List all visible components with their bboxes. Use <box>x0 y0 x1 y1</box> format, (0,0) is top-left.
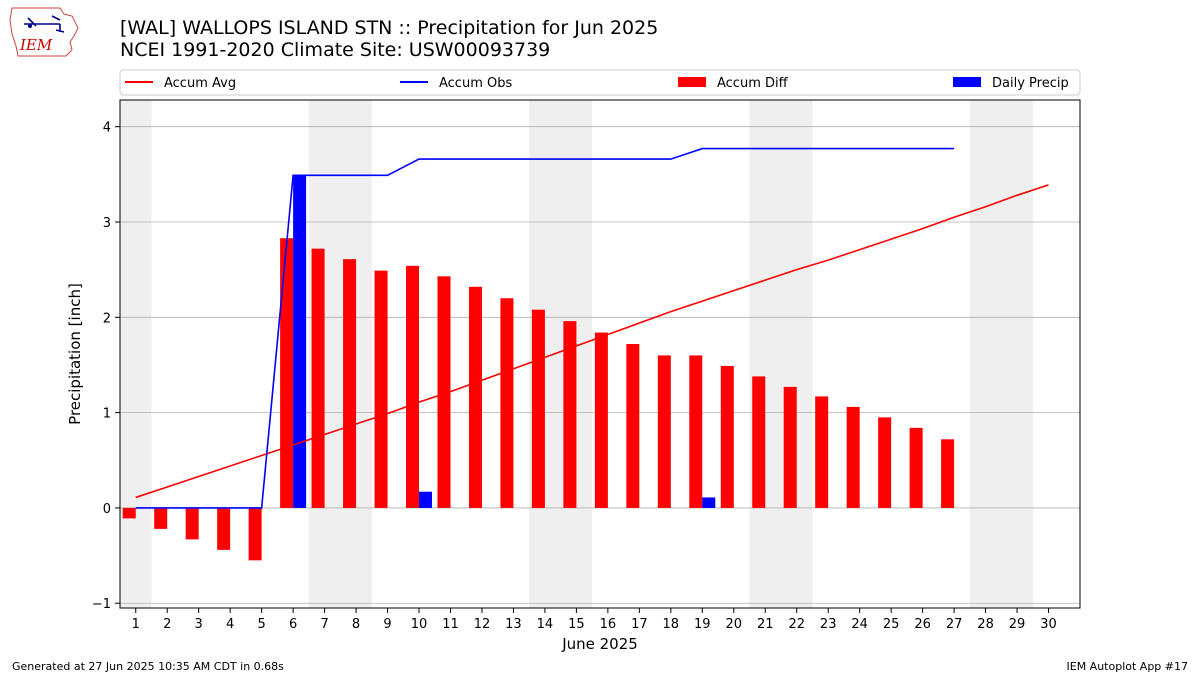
x-tick-label: 19 <box>694 617 711 632</box>
accum-diff-bar <box>846 406 860 508</box>
x-tick-label: 23 <box>820 617 837 632</box>
x-tick-label: 12 <box>474 617 491 632</box>
x-tick-label: 30 <box>1040 617 1057 632</box>
x-tick-label: 10 <box>411 617 428 632</box>
x-tick-label: 8 <box>352 617 360 632</box>
accum-diff-bar <box>154 507 168 529</box>
app-label: IEM Autoplot App #17 <box>1066 660 1189 673</box>
accum-diff-bar <box>406 265 420 508</box>
y-tick-label: −1 <box>92 597 111 612</box>
x-tick-label: 7 <box>320 617 328 632</box>
x-tick-label: 4 <box>226 617 234 632</box>
legend-label: Accum Obs <box>439 76 512 91</box>
x-tick-label: 26 <box>914 617 931 632</box>
accum-diff-bar <box>217 507 231 550</box>
daily-precip-bar <box>702 497 716 508</box>
accum-diff-bar <box>563 321 577 508</box>
accum-diff-bar <box>500 298 514 508</box>
weekend-band <box>120 100 152 608</box>
accum-diff-bar <box>594 332 608 508</box>
x-tick-label: 24 <box>851 617 868 632</box>
legend: Accum Avg Accum Obs Accum Diff Daily Precip <box>119 69 1081 96</box>
accum-diff-bar <box>248 507 262 561</box>
generated-timestamp: Generated at 27 Jun 2025 10:35 AM CDT in… <box>12 660 284 673</box>
x-tick-label: 5 <box>257 617 265 632</box>
legend-bar-swatch <box>953 77 981 87</box>
x-tick-label: 9 <box>383 617 391 632</box>
accum-diff-bar <box>185 507 199 540</box>
x-tick-label: 16 <box>600 617 617 632</box>
accum-diff-bar <box>720 365 734 508</box>
x-tick-label: 18 <box>663 617 680 632</box>
legend-label: Accum Diff <box>717 76 789 91</box>
x-tick-label: 25 <box>883 617 900 632</box>
accum-diff-bar <box>531 309 545 508</box>
legend-frame <box>119 69 1081 96</box>
accum-diff-bar <box>343 259 357 508</box>
x-tick-label: 14 <box>537 617 554 632</box>
accum-diff-bar <box>878 417 892 508</box>
accum-diff-bar <box>468 286 482 508</box>
y-tick-label: 2 <box>103 311 111 326</box>
accum-diff-bar <box>437 276 451 508</box>
weekend-band <box>969 100 1033 608</box>
y-tick-label: 1 <box>103 407 111 422</box>
y-tick-label: 0 <box>103 502 111 517</box>
x-tick-label: 6 <box>289 617 297 632</box>
accum-avg-line <box>135 184 1049 499</box>
y-tick-label: 4 <box>103 121 111 136</box>
weekend-band <box>749 100 813 608</box>
accum-diff-bar <box>122 507 136 519</box>
x-tick-label: 27 <box>946 617 963 632</box>
chart-title: [WAL] WALLOPS ISLAND STN :: Precipitatio… <box>120 17 659 39</box>
daily-precip-bar <box>419 491 433 508</box>
accum-obs-line <box>135 147 955 509</box>
accum-diff-bar <box>657 355 671 508</box>
y-tick-label: 3 <box>103 216 111 231</box>
legend-label: Accum Avg <box>164 76 236 91</box>
accum-diff-bar <box>752 376 766 508</box>
accum-diff-bar <box>815 396 829 508</box>
x-tick-label: 3 <box>195 617 203 632</box>
x-tick-label: 11 <box>442 617 459 632</box>
x-axis-label: June 2025 <box>561 635 638 653</box>
x-tick-label: 29 <box>1009 617 1026 632</box>
logo-text: IEM <box>19 36 53 54</box>
iem-logo: IEM <box>9 7 79 57</box>
y-axis-label: Precipitation [inch] <box>66 283 84 425</box>
plot-frame <box>119 99 1081 609</box>
x-tick-label: 21 <box>757 617 774 632</box>
legend-bar-swatch <box>678 77 706 87</box>
x-tick-label: 17 <box>631 617 648 632</box>
accum-diff-bar <box>783 386 797 508</box>
legend-label: Daily Precip <box>992 76 1069 91</box>
x-tick-label: 15 <box>568 617 585 632</box>
x-tick-label: 28 <box>977 617 994 632</box>
accum-diff-bar <box>689 355 703 508</box>
accum-diff-bar <box>374 270 388 508</box>
accum-diff-bar <box>909 427 923 508</box>
x-tick-label: 2 <box>163 617 171 632</box>
accum-diff-bar <box>311 248 325 508</box>
x-tick-label: 22 <box>788 617 805 632</box>
x-tick-label: 20 <box>725 617 742 632</box>
x-tick-label: 13 <box>505 617 522 632</box>
accum-diff-bar <box>626 343 640 508</box>
accum-diff-bar <box>941 439 955 508</box>
daily-precip-bar <box>293 175 307 508</box>
accum-diff-bar <box>280 238 294 508</box>
chart-subtitle: NCEI 1991-2020 Climate Site: USW00093739 <box>120 39 551 61</box>
x-tick-label: 1 <box>132 617 140 632</box>
